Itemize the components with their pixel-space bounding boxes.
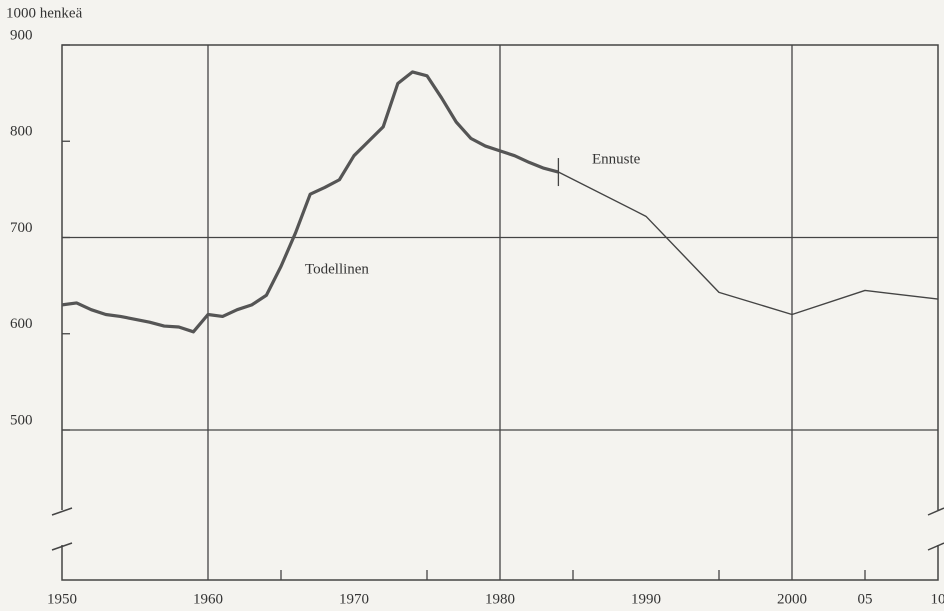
x-tick-label: 1980: [485, 591, 515, 607]
axis-break: [51, 507, 944, 551]
y-axis-label: 1000 henkeä: [6, 5, 83, 21]
axis-frame: [51, 44, 944, 581]
x-tick-label: 10: [931, 591, 944, 607]
y-tick-label: 900: [10, 27, 33, 43]
line: [558, 171, 939, 316]
y-tick-label: 700: [10, 220, 33, 236]
y-tick-label: 500: [10, 412, 33, 428]
annotation: Todellinen: [305, 261, 369, 277]
x-tick-label: 1970: [339, 591, 369, 607]
y-tick-label: 800: [10, 124, 33, 140]
annotation: Ennuste: [592, 151, 641, 167]
x-tick-label: 2000: [777, 591, 807, 607]
x-tick-label: 05: [858, 591, 873, 607]
y-tick-label: 600: [10, 316, 33, 332]
x-tick-label: 1960: [193, 591, 223, 607]
x-tick-label: 1950: [47, 591, 77, 607]
line: [61, 70, 559, 334]
x-tick-label: 1990: [631, 591, 661, 607]
